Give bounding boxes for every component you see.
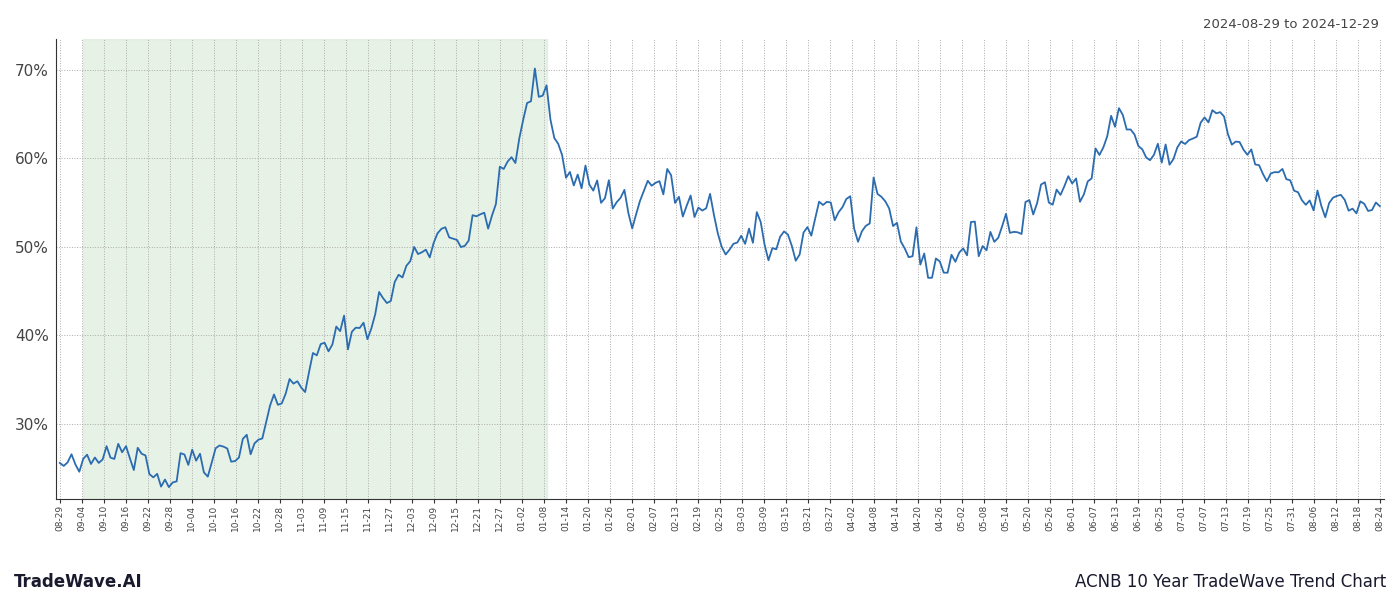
Text: 2024-08-29 to 2024-12-29: 2024-08-29 to 2024-12-29 bbox=[1203, 18, 1379, 31]
Bar bbox=[83, 39, 546, 499]
Text: TradeWave.AI: TradeWave.AI bbox=[14, 573, 143, 591]
Text: ACNB 10 Year TradeWave Trend Chart: ACNB 10 Year TradeWave Trend Chart bbox=[1075, 573, 1386, 591]
